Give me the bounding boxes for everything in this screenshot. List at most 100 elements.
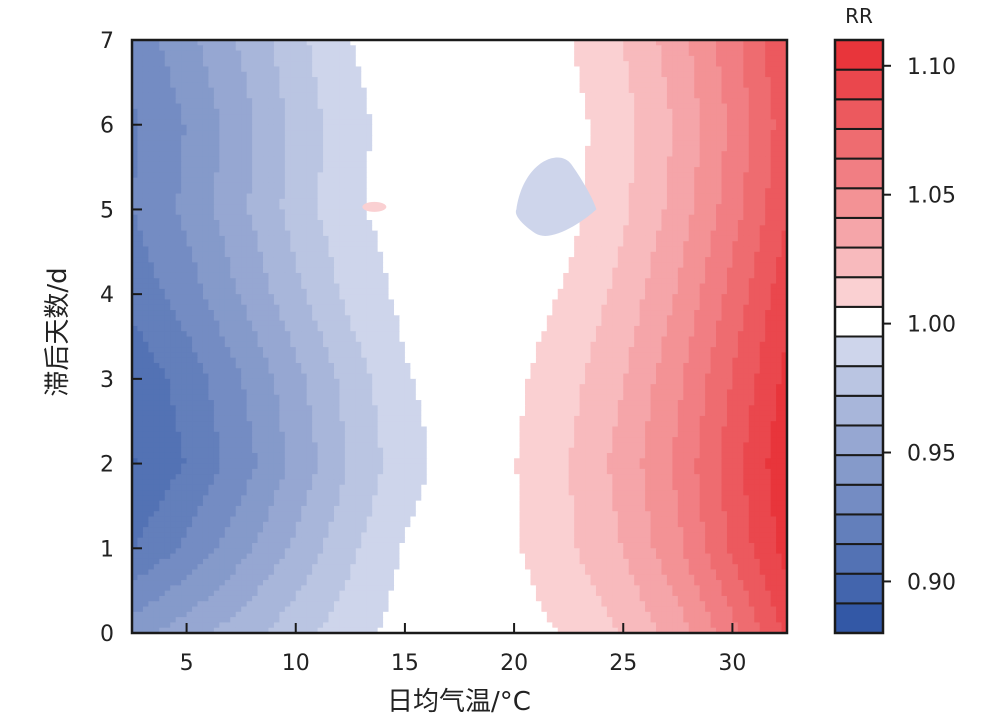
contour-cell [132,92,139,99]
contour-cell [301,87,308,94]
contour-cell [208,251,215,258]
contour-cell [132,193,139,200]
contour-cell [421,241,428,248]
contour-cell [716,161,723,168]
contour-cell [279,177,286,184]
contour-cell [219,103,226,110]
contour-cell [672,214,679,221]
contour-cell [595,66,603,73]
contour-cell [726,82,734,89]
contour-cell [623,204,630,211]
contour-cell [688,214,695,221]
contour-cell [219,71,226,78]
contour-cell [339,251,346,258]
contour-cell [372,135,379,142]
contour-cell [372,103,379,110]
contour-cell [383,161,390,168]
contour-cell [181,55,188,62]
contour-cell [339,119,346,126]
contour-cell [306,45,313,52]
contour-cell [263,98,270,105]
contour-cell [672,225,679,232]
contour-cell [661,103,668,110]
contour-cell [383,119,390,126]
contour-cell [306,92,313,99]
contour-cell [535,77,542,83]
contour-cell [350,204,357,211]
contour-cell [754,230,761,237]
contour-cell [295,124,302,131]
contour-cell [361,241,368,248]
contour-cell [295,220,302,226]
contour-cell [579,241,586,248]
contour-cell [601,45,608,52]
contour-cell [372,92,379,99]
contour-cell [361,130,368,136]
contour-cell [694,151,701,158]
contour-cell [159,198,166,205]
contour-cell [388,145,395,152]
contour-cell [432,145,439,152]
contour-cell [377,50,384,57]
contour-cell [421,246,428,253]
contour-cell [148,87,155,94]
contour-cell [579,92,586,99]
contour-cell [574,130,581,136]
contour-cell [432,45,439,52]
contour-cell [525,108,532,115]
contour-cell [514,151,521,158]
contour-cell [153,198,160,205]
contour-cell [432,55,439,62]
contour-cell [339,66,346,73]
contour-cell [781,161,787,168]
contour-cell [132,50,139,57]
contour-cell [645,204,652,211]
contour-cell [410,114,417,121]
contour-cell [153,246,160,253]
contour-cell [568,66,575,73]
contour-cell [634,135,641,142]
contour-cell [268,124,275,131]
contour-cell [202,241,210,248]
contour-cell [672,66,679,73]
contour-cell [759,156,766,163]
contour-cell [541,241,548,248]
contour-cell [333,130,341,136]
contour-cell [661,182,668,189]
contour-cell [372,61,379,68]
contour-cell [181,220,188,226]
contour-cell [617,140,624,147]
contour-cell [235,98,242,105]
contour-cell [399,145,406,152]
contour-cell [432,71,439,78]
contour-cell [606,135,613,142]
contour-cell [235,151,242,158]
contour-cell [142,92,149,99]
contour-cell [263,198,270,205]
contour-cell [497,124,504,131]
contour-cell [486,61,493,68]
contour-cell [153,82,160,89]
contour-cell [361,50,368,57]
contour-cell [765,182,772,189]
contour-cell [355,156,362,163]
contour-cell [224,77,231,83]
contour-cell [208,55,215,62]
contour-cell [142,61,149,68]
contour-cell [781,230,787,237]
contour-cell [628,225,635,232]
contour-cell [508,71,515,78]
contour-cell [443,241,450,248]
contour-cell [230,161,237,168]
contour-cell [224,87,231,94]
contour-cell [279,198,286,205]
contour-cell [137,40,144,46]
contour-cell [710,108,717,115]
contour-cell [192,182,199,189]
contour-cell [661,241,668,248]
contour-cell [721,204,728,211]
contour-cell [350,161,357,168]
contour-cell [737,235,744,242]
contour-cell [623,119,630,126]
contour-cell [219,140,226,147]
